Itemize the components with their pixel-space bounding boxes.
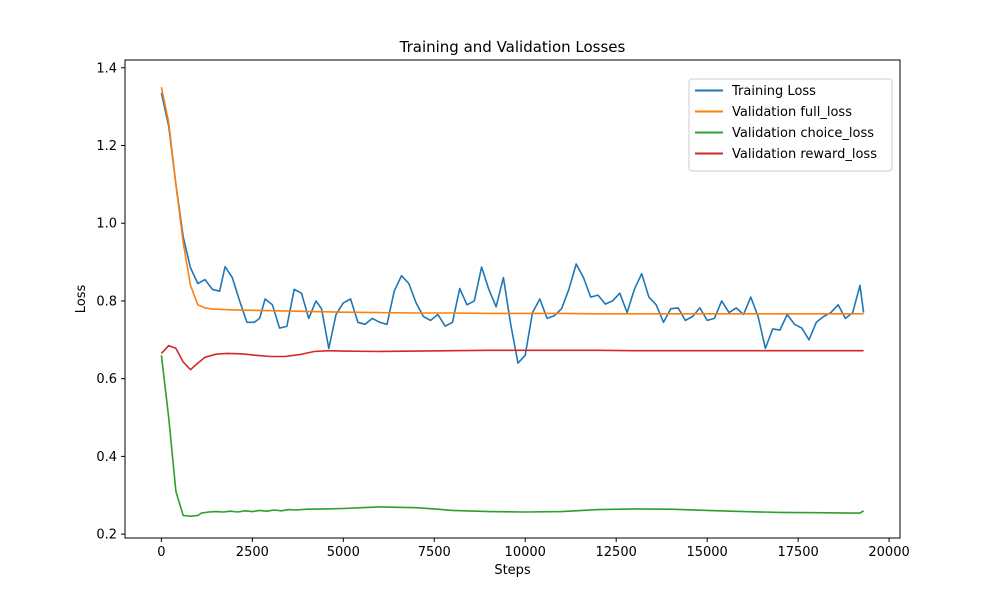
plot-frame — [124, 59, 901, 539]
x-tick-label: 10000 — [505, 545, 546, 560]
y-tick-label: 0.4 — [96, 450, 117, 465]
y-tick-label: 0.6 — [96, 372, 117, 387]
chart-title: Training and Validation Losses — [399, 38, 626, 56]
y-tick-label: 0.2 — [96, 528, 117, 543]
legend: Training Loss Validation full_loss Validat… — [688, 78, 893, 172]
legend-box — [688, 78, 893, 172]
legend-label-validation-reward-loss: Validation reward_loss — [732, 147, 877, 162]
x-axis: 0 2500 5000 7500 10000 12500 15000 17500 20000 — [157, 538, 910, 560]
y-tick-label: 1.4 — [96, 61, 117, 76]
x-tick-label: 2500 — [236, 545, 269, 560]
x-tick-label: 15000 — [686, 545, 727, 560]
y-axis-label: Loss — [74, 285, 89, 314]
x-tick-label: 7500 — [418, 545, 451, 560]
series-line-validation-reward-loss — [160, 344, 864, 371]
x-axis-label: Steps — [494, 563, 531, 578]
y-tick-label: 1.0 — [96, 217, 117, 232]
series-line-validation-full-loss — [160, 87, 864, 315]
legend-label-validation-choice-loss: Validation choice_loss — [732, 126, 874, 141]
plot-lines — [160, 87, 865, 518]
series-line-validation-choice-loss — [160, 355, 865, 518]
y-tick-label: 1.2 — [96, 139, 117, 154]
x-tick-label: 12500 — [596, 545, 637, 560]
x-tick-label: 20000 — [868, 545, 909, 560]
legend-label-training-loss: Training Loss — [731, 84, 816, 99]
series-line-training-loss — [160, 92, 865, 364]
legend-label-validation-full-loss: Validation full_loss — [732, 105, 852, 120]
y-axis: 0.2 0.4 0.6 0.8 1.0 1.2 1.4 — [96, 61, 125, 543]
y-tick-label: 0.8 — [96, 294, 117, 309]
x-tick-label: 5000 — [327, 545, 360, 560]
x-tick-label: 17500 — [777, 545, 818, 560]
x-tick-label: 0 — [157, 545, 165, 560]
